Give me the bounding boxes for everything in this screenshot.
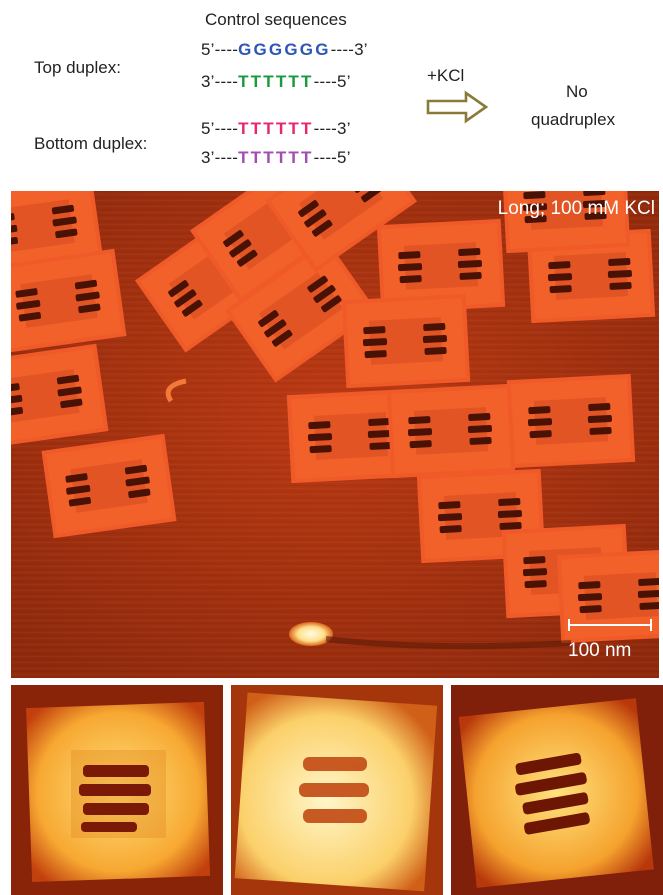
afm-zoom-panel-1 [11, 685, 223, 895]
reagent-label: +KCl [427, 66, 465, 85]
afm-zoom-panel-3 [451, 685, 663, 895]
bottom-duplex-strand-1: 5’----TTTTTT----3’ [201, 119, 351, 138]
sequence-core-t: TTTTTT [238, 148, 314, 167]
top-duplex-label: Top duplex: [34, 58, 121, 77]
top-duplex-strand-1: 5’----GGGGGG----3’ [201, 40, 368, 59]
afm-zoom-panel-2 [231, 685, 443, 895]
bottom-duplex-label: Bottom duplex: [34, 134, 148, 153]
result-line-2: quadruplex [531, 110, 616, 129]
sequence-core-t: TTTTTT [238, 119, 314, 138]
sequence-core-t: TTTTTT [238, 72, 314, 91]
top-duplex-strand-2: 3’----TTTTTT----5’ [201, 72, 351, 91]
bottom-duplex-strand-2: 3’----TTTTTT----5’ [201, 148, 351, 167]
result-line-1: No [566, 82, 588, 101]
control-sequences-title: Control sequences [205, 10, 347, 29]
afm-main-canvas [11, 191, 659, 678]
hollow-right-arrow-icon [426, 90, 489, 124]
sequence-core-g: GGGGGG [238, 40, 331, 59]
scale-bar-label: 100 nm [568, 640, 632, 661]
afm-main-image: Long; 100 mM KCl 100 nm [11, 191, 659, 678]
condition-label: Long; 100 mM KCl [497, 198, 655, 219]
